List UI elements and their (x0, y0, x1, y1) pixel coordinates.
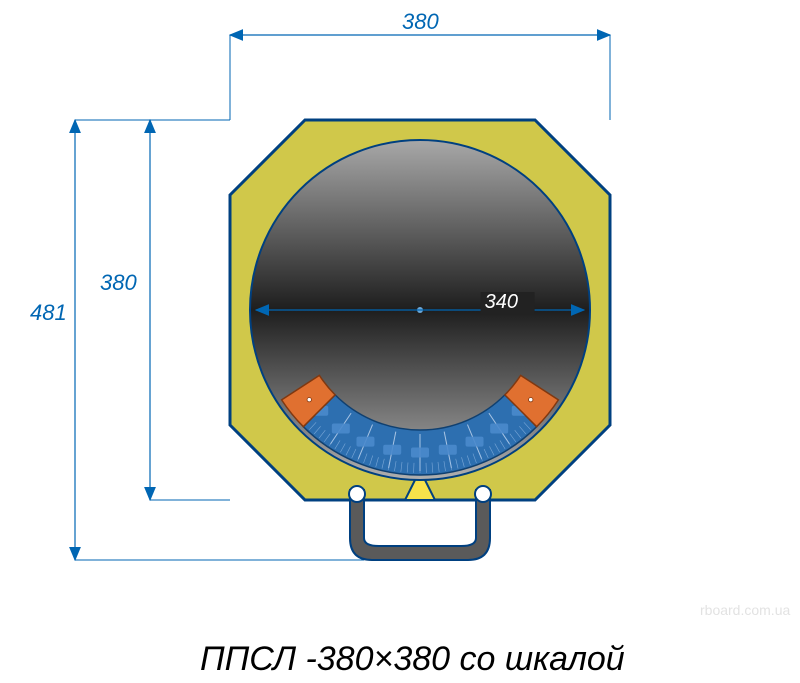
dim-height-outer: 481 (30, 300, 67, 325)
device: 340 (230, 120, 610, 560)
bolt (475, 486, 491, 502)
watermark: rboard.com.ua (700, 602, 790, 618)
bolt (349, 486, 365, 502)
dim-height-inner: 380 (100, 270, 137, 295)
dim-width-top: 380 (402, 9, 439, 34)
product-title: ППСЛ -380×380 со шкалой (200, 640, 625, 678)
technical-drawing: 380 380 481 340 ППСЛ -380×380 со шкалой rb… (0, 0, 800, 683)
dim-diameter-value: 340 (485, 291, 518, 313)
